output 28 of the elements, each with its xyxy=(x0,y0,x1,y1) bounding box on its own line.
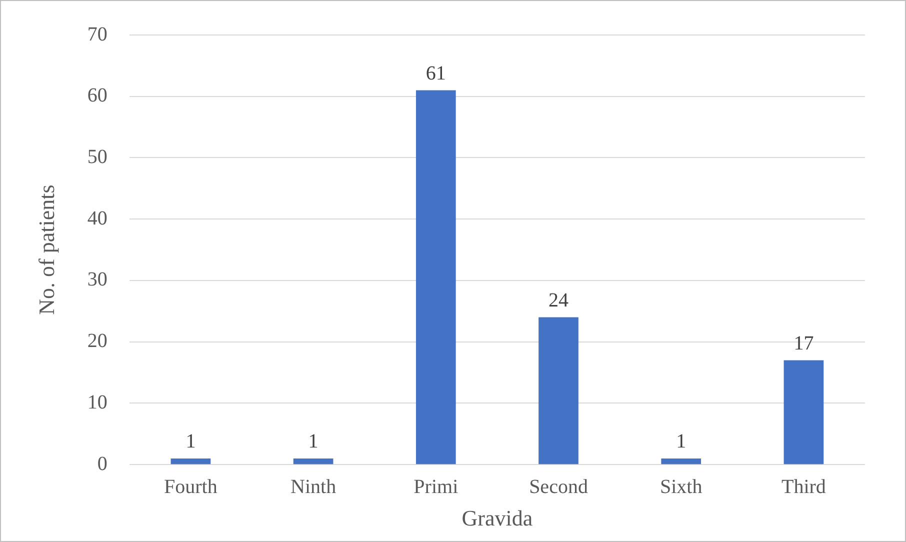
y-tick-label: 40 xyxy=(87,207,108,230)
y-tick-label: 10 xyxy=(87,391,108,414)
x-tick-label: Sixth xyxy=(660,476,702,498)
y-axis-title: No. of patients xyxy=(34,184,59,315)
y-tick-label: 70 xyxy=(87,23,108,46)
x-tick-label: Third xyxy=(781,476,826,498)
bar xyxy=(784,360,824,464)
data-label: 61 xyxy=(426,62,446,84)
bar xyxy=(293,458,334,464)
x-tick-label: Primi xyxy=(414,476,459,498)
bar xyxy=(538,317,578,464)
x-tick-label: Ninth xyxy=(290,476,336,498)
data-label: 17 xyxy=(794,332,814,355)
x-tick-label: Fourth xyxy=(164,476,218,498)
y-tick-label: 60 xyxy=(87,84,108,107)
x-tick-label: Second xyxy=(529,476,588,498)
y-tick-label: 50 xyxy=(87,146,108,168)
data-label: 1 xyxy=(308,430,318,453)
data-label: 1 xyxy=(186,430,196,453)
data-label: 1 xyxy=(676,430,686,453)
bar xyxy=(416,90,456,464)
bar xyxy=(170,458,211,464)
y-tick-label: 0 xyxy=(97,452,108,475)
y-tick-label: 30 xyxy=(87,268,108,291)
bar xyxy=(661,458,702,464)
y-tick-label: 20 xyxy=(87,330,108,352)
data-label: 24 xyxy=(548,290,568,312)
x-axis-title: Gravida xyxy=(462,506,533,531)
